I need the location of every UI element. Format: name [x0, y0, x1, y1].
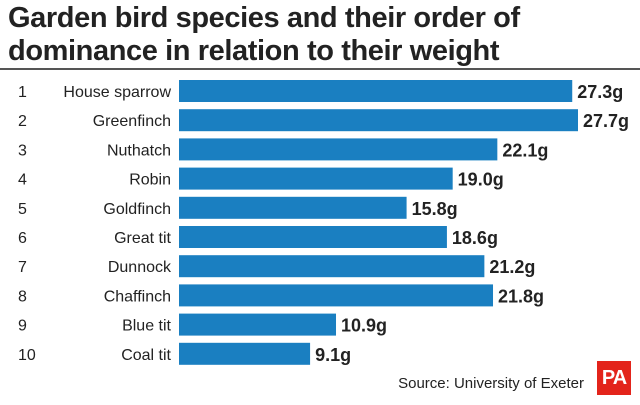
bar-chart: 1 House sparrow 27.3g 2 Greenfinch 27.7g 3 Nuth…	[18, 80, 629, 365]
category-label: House sparrow	[63, 84, 171, 101]
rank-label: 6	[18, 230, 27, 247]
category-label: Great tit	[114, 230, 171, 247]
source-note: Source: University of Exeter	[398, 375, 584, 392]
value-label: 18.6g	[452, 228, 498, 248]
category-label: Dunnock	[108, 259, 172, 276]
category-label: Coal tit	[121, 347, 171, 364]
bar	[179, 226, 447, 248]
value-label: 21.8g	[498, 286, 544, 306]
rank-label: 4	[18, 172, 27, 189]
chart-title: Garden bird species and their order of d…	[8, 2, 520, 67]
bar	[179, 109, 578, 132]
rank-label: 1	[18, 84, 27, 101]
value-label: 21.2g	[489, 257, 535, 277]
value-label: 19.0g	[458, 170, 504, 190]
value-label: 10.9g	[341, 316, 387, 336]
value-label: 9.1g	[315, 345, 351, 365]
bar	[179, 342, 311, 365]
rank-label: 8	[18, 288, 27, 305]
bar	[179, 284, 494, 307]
rank-label: 10	[18, 347, 36, 364]
bar	[179, 80, 573, 102]
bar	[179, 138, 498, 161]
category-label: Chaffinch	[104, 288, 171, 305]
rank-label: 9	[18, 318, 27, 335]
title-divider	[0, 68, 640, 70]
category-label: Goldfinch	[103, 201, 171, 218]
category-label: Blue tit	[122, 318, 171, 335]
rank-label: 7	[18, 259, 27, 276]
bar	[179, 167, 453, 190]
bar	[179, 196, 407, 219]
category-label: Robin	[129, 172, 171, 189]
category-label: Greenfinch	[93, 113, 171, 130]
value-label: 27.7g	[583, 111, 629, 131]
rank-label: 2	[18, 113, 27, 130]
value-label: 27.3g	[577, 82, 623, 102]
bar	[179, 313, 337, 336]
rank-label: 3	[18, 142, 27, 159]
value-label: 15.8g	[412, 199, 458, 219]
value-label: 22.1g	[502, 140, 548, 160]
bar	[179, 255, 485, 278]
category-label: Nuthatch	[107, 142, 171, 159]
rank-label: 5	[18, 201, 27, 218]
pa-logo: PA	[597, 361, 631, 395]
